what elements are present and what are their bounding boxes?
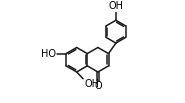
Text: OH: OH bbox=[84, 79, 99, 89]
Text: HO: HO bbox=[41, 49, 56, 59]
Text: O: O bbox=[94, 81, 102, 91]
Text: OH: OH bbox=[108, 1, 123, 11]
